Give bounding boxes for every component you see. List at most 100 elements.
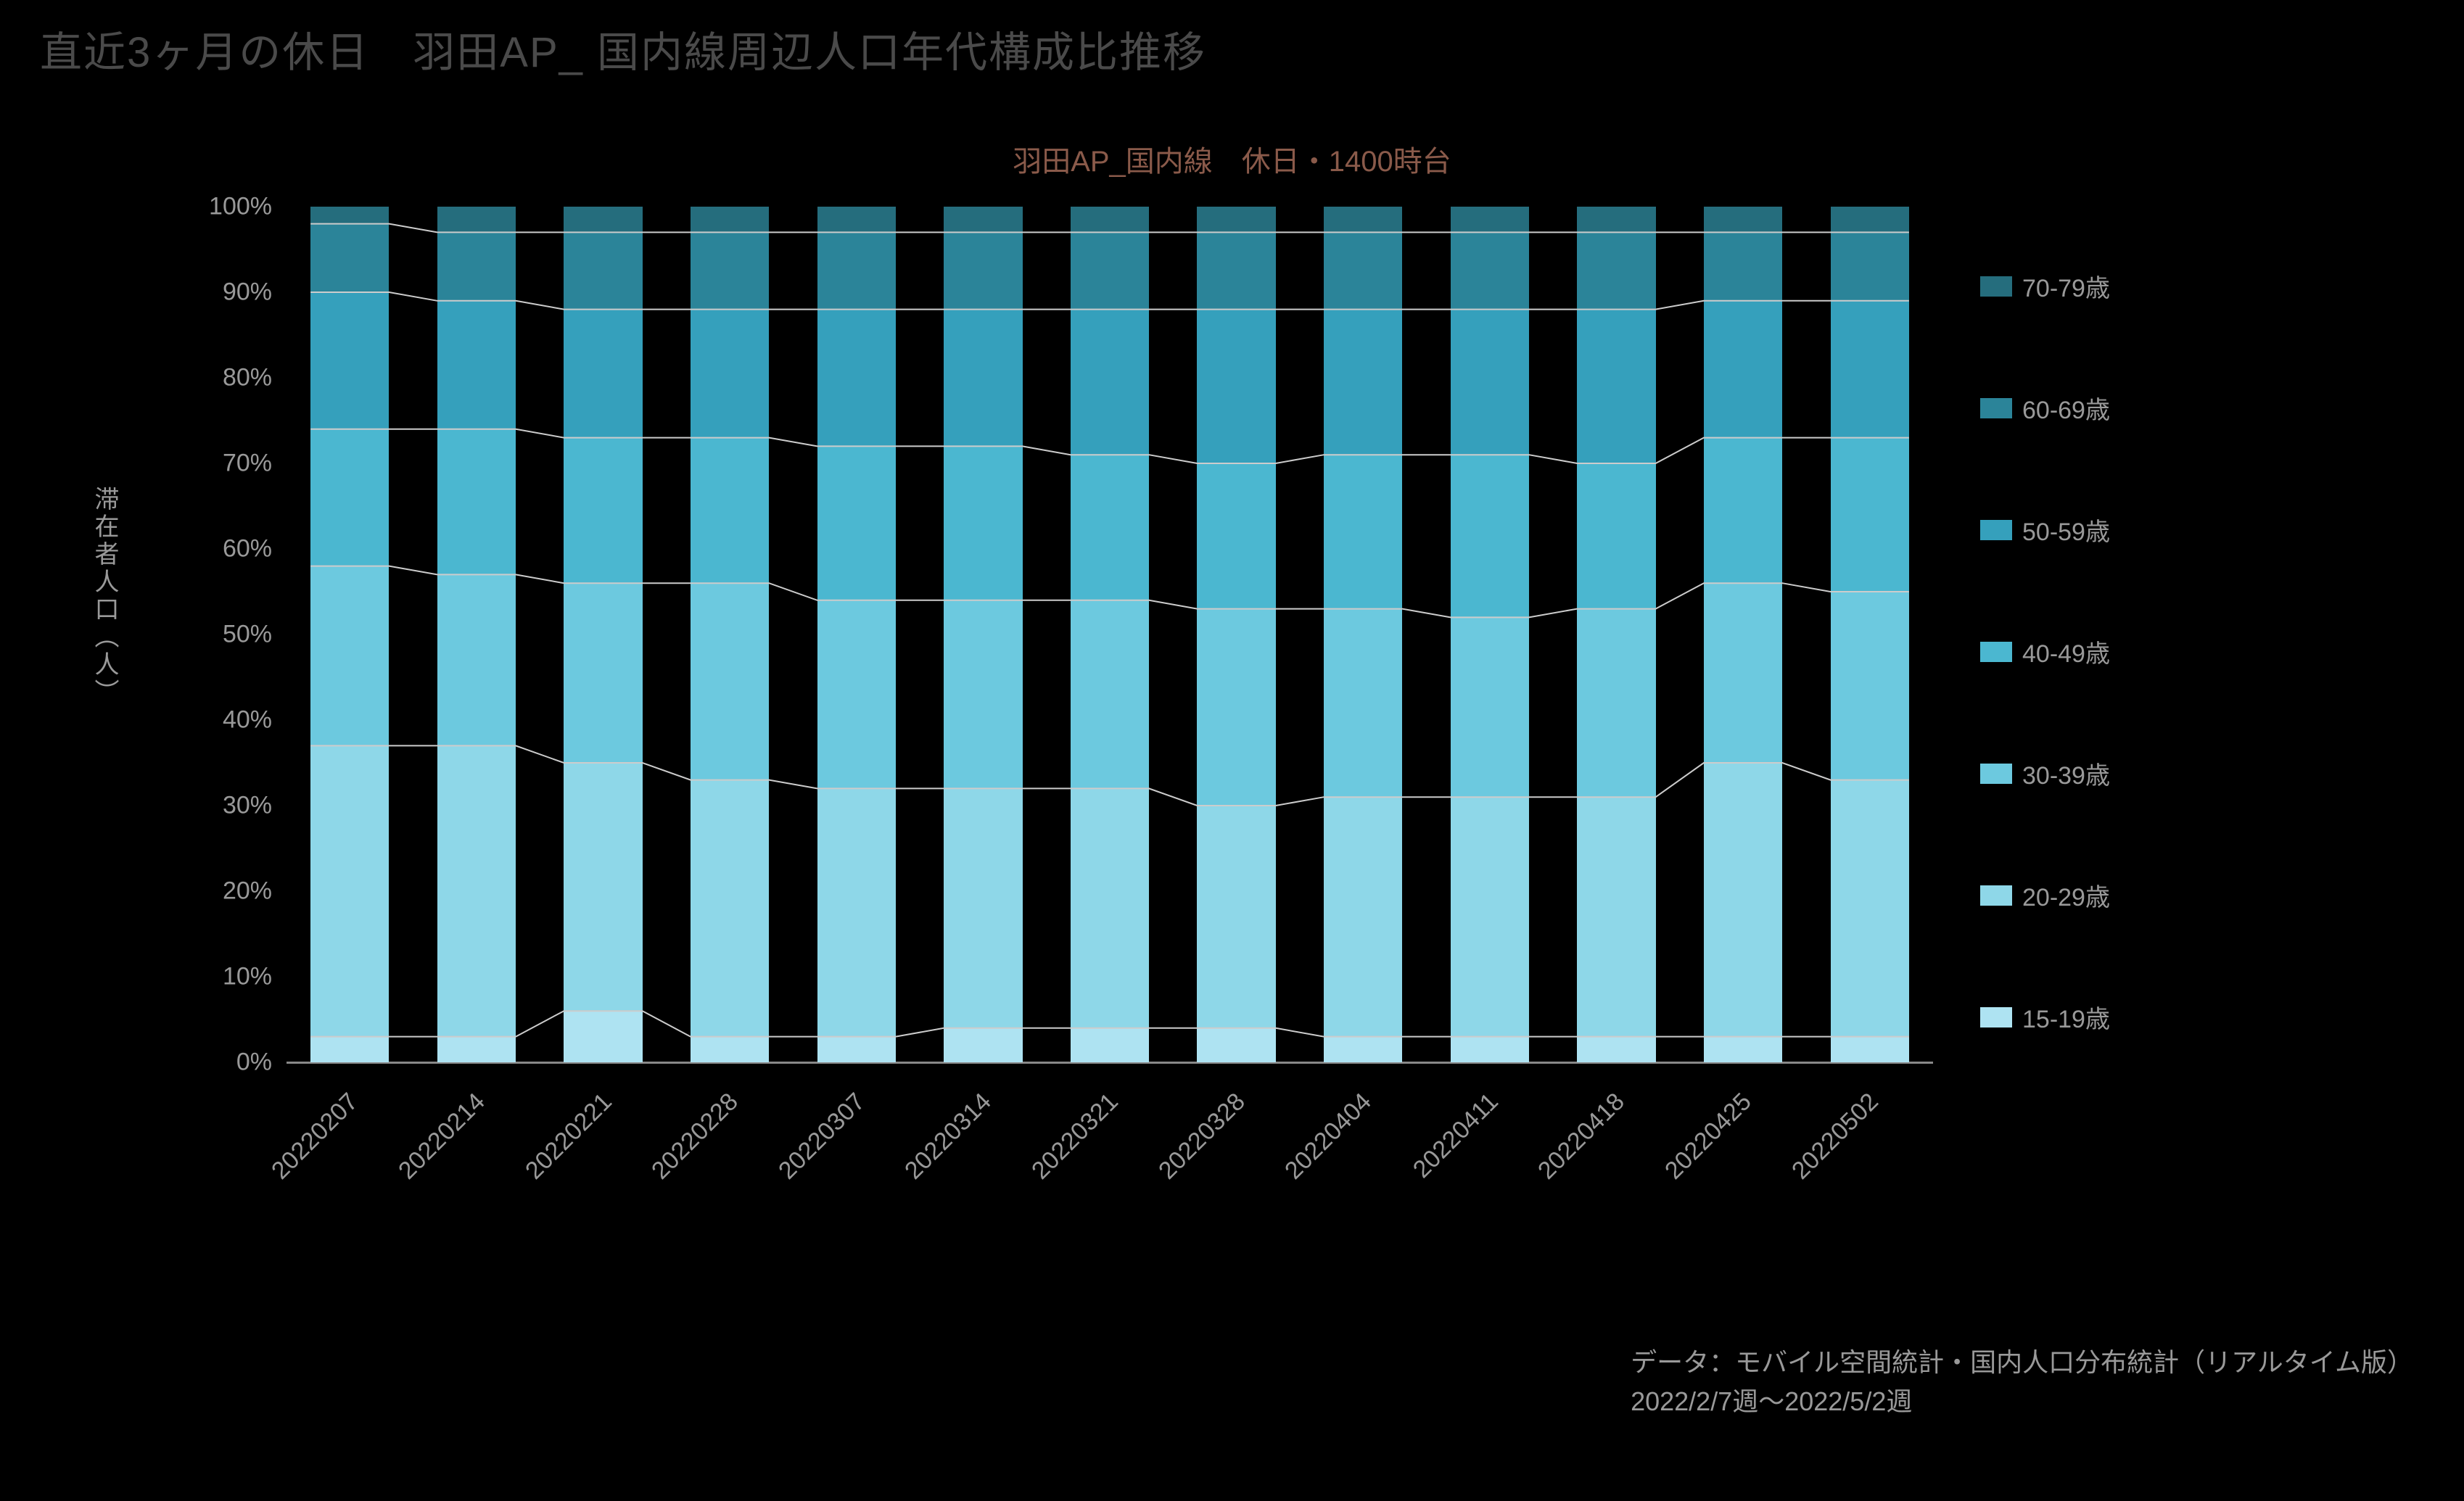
bar-segment	[817, 788, 896, 1036]
bar-segment	[1451, 1037, 1529, 1062]
bar-segment	[944, 446, 1022, 600]
y-tick-label: 80%	[223, 364, 272, 392]
bar-segment	[944, 232, 1022, 309]
bar-segment	[1451, 455, 1529, 617]
y-tick-label: 20%	[223, 877, 272, 906]
y-tick-label: 40%	[223, 706, 272, 735]
bar-segment	[1704, 763, 1782, 1037]
bar-segment	[1577, 1037, 1655, 1062]
bar-segment	[1071, 600, 1149, 789]
bar-segment	[1197, 310, 1275, 463]
y-tick-label: 60%	[223, 535, 272, 563]
bar-segment	[1577, 463, 1655, 609]
x-tick-label: 20220221	[520, 1088, 618, 1186]
bar-segment	[1577, 609, 1655, 798]
x-tick-label: 20220214	[393, 1088, 491, 1186]
bar	[1704, 207, 1782, 1062]
source-note: データ：モバイル空間統計・国内人口分布統計（リアルタイム版） 2022/2/7週…	[1631, 1343, 2413, 1421]
bar-segment	[1577, 797, 1655, 1036]
bar-segment	[1324, 609, 1402, 798]
bar-segment	[1071, 310, 1149, 455]
bar-segment	[1704, 207, 1782, 232]
bar-segment	[310, 292, 389, 429]
bar-segment	[1324, 207, 1402, 232]
legend-label: 30-39歳	[2022, 756, 2110, 791]
legend-label: 60-69歳	[2022, 390, 2110, 426]
bar-segment	[310, 224, 389, 292]
bar	[1324, 207, 1402, 1062]
bar-segment	[817, 207, 896, 232]
bar-segment	[310, 429, 389, 566]
legend-label: 50-59歳	[2022, 512, 2110, 547]
legend-swatch	[1980, 1007, 2012, 1027]
bar-segment	[1071, 207, 1149, 232]
legend-label: 70-79歳	[2022, 268, 2110, 304]
bar-segment	[564, 232, 642, 309]
chart-subtitle: 羽田AP_国内線 休日・1400時台	[0, 138, 2464, 180]
bar-segment	[1704, 583, 1782, 763]
bar-segment	[1324, 797, 1402, 1036]
bar-segment	[691, 780, 769, 1037]
bar	[1831, 207, 1909, 1062]
bar-segment	[1324, 310, 1402, 455]
bar-segment	[1451, 310, 1529, 455]
bar	[437, 207, 516, 1062]
bar-segment	[1831, 780, 1909, 1037]
bar-segment	[1831, 301, 1909, 438]
legend-swatch	[1980, 520, 2012, 540]
y-tick-label: 50%	[223, 621, 272, 649]
legend-item: 15-19歳	[1980, 999, 2110, 1035]
bar	[691, 207, 769, 1062]
bar-segment	[944, 600, 1022, 789]
bar-segment	[1831, 438, 1909, 592]
y-tick-label: 10%	[223, 963, 272, 991]
bar-segment	[944, 788, 1022, 1027]
bar-segment	[1704, 438, 1782, 584]
x-tick-label: 20220411	[1408, 1088, 1504, 1184]
legend-item: 60-69歳	[1980, 390, 2110, 426]
x-axis: 2022020720220214202202212022022820220307…	[287, 1062, 1933, 1280]
bar-segment	[691, 232, 769, 309]
source-line-1: データ：モバイル空間統計・国内人口分布統計（リアルタイム版）	[1631, 1343, 2413, 1382]
bar-segment	[1451, 207, 1529, 232]
bar-segment	[1324, 455, 1402, 608]
x-tick-label: 20220425	[1660, 1088, 1758, 1186]
y-tick-label: 0%	[236, 1049, 272, 1077]
bar-segment	[1071, 455, 1149, 600]
bar-segment	[691, 1037, 769, 1062]
bar	[944, 207, 1022, 1062]
bar-segment	[817, 446, 896, 600]
bar-segment	[1831, 1037, 1909, 1062]
bar-segment	[944, 207, 1022, 232]
x-tick-label: 20220228	[646, 1088, 744, 1186]
legend-swatch	[1980, 276, 2012, 297]
bar-segment	[564, 583, 642, 763]
bar-segment	[564, 207, 642, 232]
bar-segment	[1577, 232, 1655, 309]
bar	[817, 207, 896, 1062]
x-tick-label: 20220328	[1153, 1088, 1251, 1186]
bar-segment	[1704, 1037, 1782, 1062]
bar-segment	[437, 232, 516, 300]
bar-segment	[437, 745, 516, 1036]
bar-segment	[1324, 1037, 1402, 1062]
y-tick-label: 30%	[223, 792, 272, 820]
bar-segment	[1197, 806, 1275, 1028]
bar-segment	[1831, 207, 1909, 232]
bar-segment	[437, 429, 516, 575]
bar-segment	[691, 310, 769, 438]
bar-segment	[817, 1037, 896, 1062]
y-tick-label: 70%	[223, 450, 272, 478]
bar	[564, 207, 642, 1062]
bar-segment	[1704, 232, 1782, 300]
bar-segment	[437, 574, 516, 745]
bar	[1451, 207, 1529, 1062]
bar-segment	[691, 207, 769, 232]
bar-segment	[1451, 232, 1529, 309]
bar-segment	[817, 232, 896, 309]
bar-segment	[310, 1037, 389, 1062]
bar	[1577, 207, 1655, 1062]
bar-segment	[1071, 1028, 1149, 1062]
bar-segment	[1197, 463, 1275, 609]
legend-label: 20-29歳	[2022, 877, 2110, 913]
